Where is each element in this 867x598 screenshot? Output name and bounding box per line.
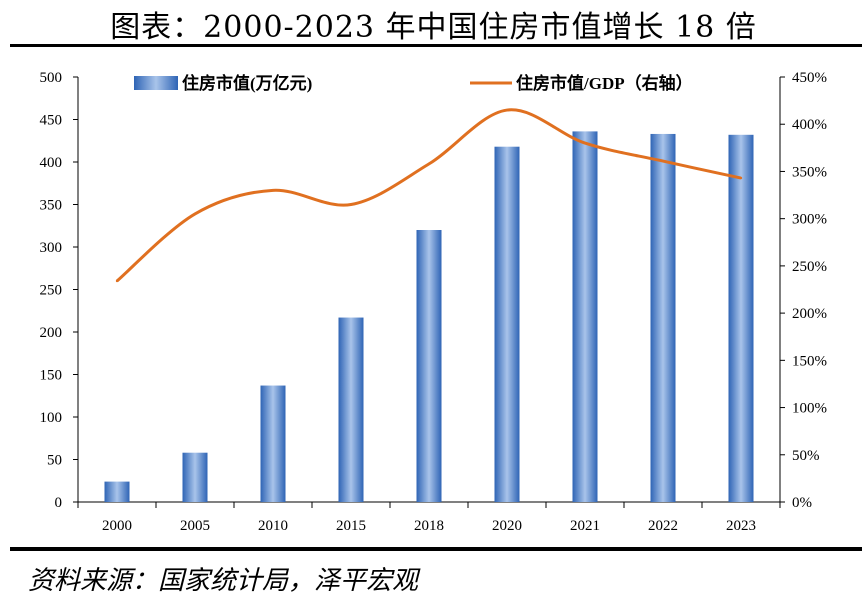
line-point-2018 [427,162,431,166]
right-tick-label: 150% [792,353,827,369]
line-point-2022 [661,159,665,163]
bar-2000 [104,481,130,502]
bar-2010 [260,385,286,502]
left-tick-label: 150 [40,368,63,384]
right-tick-label: 100% [792,401,827,417]
left-tick-label: 50 [47,453,62,469]
line-point-2021 [583,141,587,145]
left-tick-label: 100 [40,410,63,426]
title-rule [10,44,862,47]
chart-title: 图表：2000-2023 年中国住房市值增长 18 倍 [110,10,757,45]
right-tick-label: 50% [792,448,820,464]
right-tick-label: 0% [792,495,812,511]
bar-2018 [416,230,442,502]
source-note: 资料来源：国家统计局，泽平宏观 [28,566,419,596]
x-tick-label: 2000 [102,518,132,534]
bar-2020 [494,146,520,502]
x-tick-label: 2022 [648,518,678,534]
left-tick-label: 200 [40,325,63,341]
left-tick-label: 400 [40,155,63,171]
x-tick-label: 2021 [570,518,600,534]
left-tick-label: 500 [40,70,63,86]
bar-2022 [650,133,676,502]
line-series [115,108,743,283]
left-tick-label: 350 [40,198,63,214]
right-tick-label: 250% [792,259,827,275]
line-point-2020 [505,108,509,112]
bar-2023 [728,134,754,503]
line-point-2023 [739,176,743,180]
bar-2005 [182,452,208,502]
line-point-2000 [115,279,119,283]
right-tick-label: 450% [792,70,827,86]
right-tick-label: 300% [792,212,827,228]
left-tick-label: 300 [40,240,63,256]
footer-rule [10,547,862,551]
gdp-ratio-line [116,108,742,283]
line-point-2010 [271,189,275,192]
right-tick-label: 200% [792,306,827,322]
legend-line-label: 住房市值/GDP（右轴） [516,73,693,93]
left-tick-label: 250 [40,283,63,299]
x-tick-label: 2015 [336,518,366,534]
x-tick-label: 2010 [258,518,288,534]
right-tick-label: 400% [792,117,827,133]
legend: 住房市值(万亿元) 住房市值/GDP（右轴） [134,73,693,93]
right-tick-label: 350% [792,164,827,180]
bar-2015 [338,317,364,502]
bar-2021 [572,131,598,502]
x-tick-label: 2020 [492,518,522,534]
legend-bar-label: 住房市值(万亿元) [182,73,312,93]
line-point-2015 [349,203,353,206]
legend-bar-swatch [134,76,178,90]
line-point-2005 [193,212,197,216]
left-tick-label: 0 [55,495,63,511]
x-tick-label: 2018 [414,518,444,534]
left-tick-label: 450 [40,113,63,129]
x-tick-label: 2005 [180,518,210,534]
x-tick-label: 2023 [726,518,756,534]
bar-series [104,131,754,503]
